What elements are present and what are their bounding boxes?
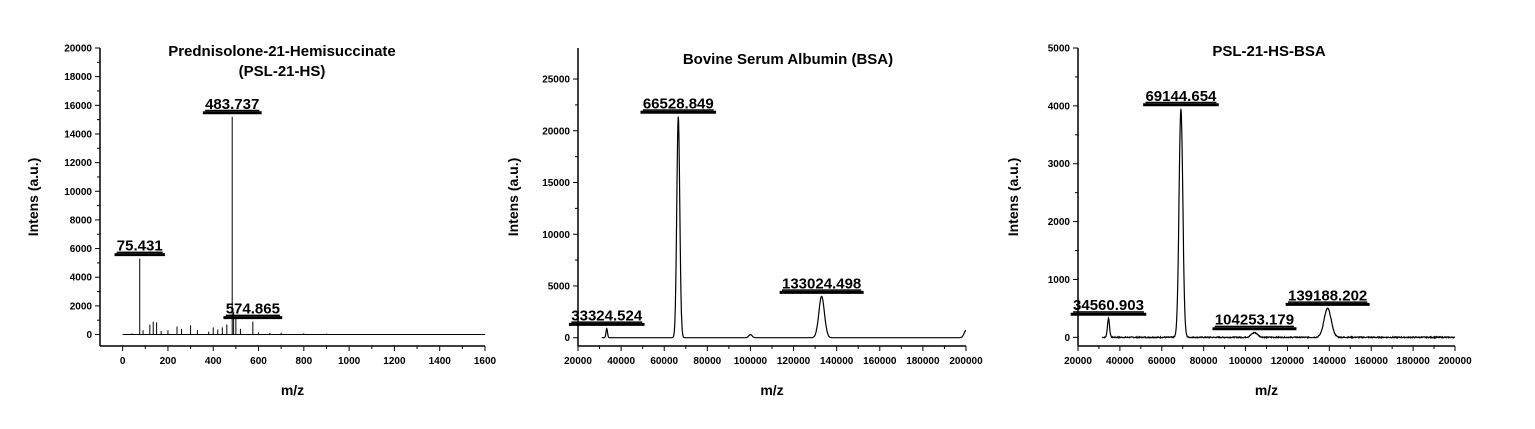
- y-tick-label: 3000: [1048, 159, 1071, 170]
- spectrum-line: [1102, 108, 1456, 340]
- y-axis-label: Intens (a.u.): [505, 158, 521, 237]
- y-tick-label: 5000: [1048, 44, 1071, 55]
- x-tick-label: 100000: [1229, 356, 1263, 367]
- y-tick-label: 10000: [64, 187, 92, 198]
- chart-title: Prednisolone-21-Hemisuccinate: [168, 43, 396, 60]
- chart-title: Bovine Serum Albumin (BSA): [683, 51, 893, 68]
- y-axis-label: Intens (a.u.): [1005, 158, 1021, 237]
- y-tick-label: 0: [1064, 333, 1070, 344]
- y-tick-label: 4000: [70, 273, 93, 284]
- x-axis-label: m/z: [281, 382, 304, 398]
- x-tick-label: 40000: [607, 356, 635, 367]
- y-tick-label: 8000: [70, 215, 93, 226]
- y-axis-label: Intens (a.u.): [25, 158, 41, 237]
- x-axis-label: m/z: [1255, 382, 1278, 398]
- x-tick-label: 20000: [564, 356, 592, 367]
- chart-panel-1: 0 200 400 600 800 1000 1200 1400 160002000400060…: [25, 43, 497, 398]
- x-tick-label: 1000: [338, 356, 361, 367]
- x-tick-label: 800: [295, 356, 312, 367]
- y-tick-label: 2000: [70, 301, 93, 312]
- y-tick-label: 10000: [542, 230, 570, 241]
- y-tick-label: 0: [86, 330, 92, 341]
- x-tick-label: 200: [160, 356, 177, 367]
- peak-label: 34560.903: [1073, 297, 1144, 314]
- y-tick-label: 15000: [542, 178, 570, 189]
- x-tick-label: 200000: [949, 356, 983, 367]
- y-tick-label: 20000: [542, 126, 570, 137]
- x-tick-label: 160000: [863, 356, 897, 367]
- chart-panel-2: 20000 40000 60000 80000 100000 120000 140000 16…: [505, 48, 983, 398]
- peak-label: 139188.202: [1288, 287, 1367, 304]
- peak-label: 66528.849: [643, 95, 714, 112]
- y-tick-label: 18000: [64, 72, 92, 83]
- x-tick-label: 80000: [693, 356, 721, 367]
- x-tick-label: 200000: [1438, 356, 1472, 367]
- y-tick-label: 20000: [64, 44, 92, 55]
- chart-panel-3: 20000 40000 60000 80000 100000 120000 140000 16…: [1005, 43, 1472, 398]
- x-tick-label: 20000: [1064, 356, 1092, 367]
- chart-title: (PSL-21-HS): [239, 63, 326, 80]
- y-tick-label: 16000: [64, 101, 92, 112]
- peak-label: 483.737: [205, 96, 259, 113]
- chart-title: PSL-21-HS-BSA: [1212, 43, 1326, 60]
- x-tick-label: 60000: [1148, 356, 1176, 367]
- x-tick-label: 180000: [906, 356, 940, 367]
- x-tick-label: 40000: [1106, 356, 1134, 367]
- peak-label: 574.865: [226, 301, 280, 318]
- y-tick-label: 5000: [548, 281, 571, 292]
- peak-label: 69144.654: [1145, 88, 1217, 105]
- peak-label: 133024.498: [782, 275, 861, 292]
- peak-label: 104253.179: [1215, 312, 1294, 329]
- spectrum-line: [601, 116, 967, 339]
- x-axis-label: m/z: [760, 382, 783, 398]
- x-tick-label: 1400: [429, 356, 452, 367]
- x-tick-label: 160000: [1355, 356, 1389, 367]
- x-tick-label: 180000: [1396, 356, 1430, 367]
- peak-label: 75.431: [117, 238, 163, 255]
- y-tick-label: 14000: [64, 129, 92, 140]
- y-tick-label: 6000: [70, 244, 93, 255]
- x-tick-label: 80000: [1190, 356, 1218, 367]
- x-tick-label: 120000: [777, 356, 811, 367]
- x-tick-label: 120000: [1271, 356, 1305, 367]
- x-tick-label: 140000: [820, 356, 854, 367]
- y-tick-label: 12000: [64, 158, 92, 169]
- y-tick-label: 25000: [542, 75, 570, 86]
- x-tick-label: 60000: [650, 356, 678, 367]
- y-tick-label: 1000: [1048, 275, 1071, 286]
- peak-label: 33324.524: [571, 307, 643, 324]
- y-tick-label: 0: [564, 333, 570, 344]
- y-tick-label: 4000: [1048, 101, 1071, 112]
- y-tick-label: 2000: [1048, 217, 1071, 228]
- x-tick-label: 1600: [474, 356, 497, 367]
- x-tick-label: 1200: [383, 356, 406, 367]
- x-tick-label: 100000: [734, 356, 768, 367]
- x-tick-label: 140000: [1313, 356, 1347, 367]
- x-tick-label: 600: [250, 356, 267, 367]
- x-tick-label: 400: [205, 356, 222, 367]
- x-tick-label: 0: [120, 356, 126, 367]
